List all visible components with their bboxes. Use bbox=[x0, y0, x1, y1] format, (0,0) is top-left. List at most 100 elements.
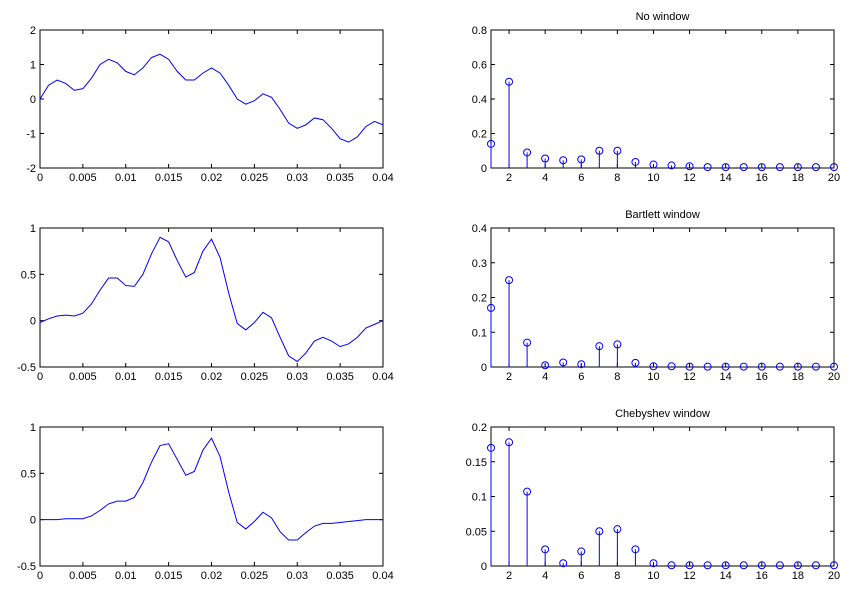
stem-marker bbox=[505, 276, 514, 285]
signal-point bbox=[168, 443, 169, 444]
signal-point bbox=[280, 109, 281, 110]
stem-marker bbox=[739, 163, 748, 172]
x-tick-label: 8 bbox=[614, 371, 620, 383]
signal-point bbox=[65, 83, 66, 84]
stem-marker bbox=[685, 362, 694, 371]
stem-marker bbox=[577, 547, 586, 556]
stem-marker bbox=[649, 362, 658, 371]
stem-marker bbox=[830, 561, 838, 570]
signal-point bbox=[125, 71, 126, 72]
signal-point bbox=[194, 79, 195, 80]
signal-point bbox=[74, 518, 75, 519]
x-tick-label: 16 bbox=[756, 371, 768, 383]
stem-marker bbox=[721, 561, 730, 570]
stem-marker bbox=[595, 527, 604, 536]
x-tick-label: 0.015 bbox=[155, 570, 183, 582]
y-tick-label: 0.15 bbox=[466, 457, 487, 469]
subplot-6: 2 4 6 8 10 12 14 16 18 20 0 0.05 0.1 0.15 0.2 Chebyshev… bbox=[466, 408, 841, 582]
signal-point bbox=[228, 491, 229, 492]
stem-marker bbox=[775, 362, 784, 371]
x-tick-label: 0 bbox=[37, 371, 43, 383]
signal-point bbox=[340, 522, 341, 523]
stem-marker bbox=[487, 303, 495, 312]
x-tick-label: 0.035 bbox=[326, 570, 354, 582]
stem-marker bbox=[793, 362, 802, 371]
stem-marker bbox=[523, 148, 532, 157]
signal-point bbox=[314, 526, 315, 527]
signal-point bbox=[39, 322, 40, 323]
y-tick-label: 0.5 bbox=[21, 269, 36, 281]
y-tick-label: 0 bbox=[481, 561, 487, 573]
signal-point bbox=[159, 54, 160, 55]
x-tick-label: 0 bbox=[37, 172, 43, 184]
signal-point bbox=[82, 518, 83, 519]
y-tick-label: -0.5 bbox=[17, 362, 36, 374]
x-tick-label: 0.035 bbox=[326, 172, 354, 184]
stem-marker bbox=[559, 559, 568, 568]
stem-marker bbox=[721, 362, 730, 371]
signal-point bbox=[322, 523, 323, 524]
signal-point bbox=[219, 456, 220, 457]
signal-point bbox=[168, 241, 169, 242]
signal-point bbox=[340, 346, 341, 347]
axes-box bbox=[490, 227, 835, 368]
signal-point bbox=[237, 98, 238, 99]
stem-marker bbox=[811, 163, 820, 172]
signal-point bbox=[322, 119, 323, 120]
stem-marker bbox=[595, 146, 604, 155]
stem-marker bbox=[595, 342, 604, 351]
x-tick-label: 18 bbox=[792, 570, 804, 582]
signal-point bbox=[297, 361, 298, 362]
signal-point bbox=[185, 475, 186, 476]
signal-point bbox=[211, 67, 212, 68]
signal-point bbox=[151, 253, 152, 254]
x-tick-label: 0.015 bbox=[155, 371, 183, 383]
stem-marker bbox=[757, 561, 766, 570]
signal-point bbox=[194, 272, 195, 273]
stem-marker bbox=[811, 362, 820, 371]
signal-point bbox=[134, 74, 135, 75]
signal-point bbox=[142, 482, 143, 483]
signal-point bbox=[48, 85, 49, 86]
stem-marker bbox=[631, 157, 640, 166]
signal-point bbox=[382, 124, 383, 125]
signal-point bbox=[262, 312, 263, 313]
signal-point bbox=[305, 124, 306, 125]
signal-point bbox=[331, 523, 332, 524]
stem-marker bbox=[667, 561, 676, 570]
x-tick-label: 0.01 bbox=[115, 371, 136, 383]
x-tick-label: 0.03 bbox=[287, 172, 308, 184]
chart-title: Bartlett window bbox=[625, 209, 700, 221]
signal-point bbox=[99, 510, 100, 511]
stem-marker bbox=[775, 561, 784, 570]
signal-point bbox=[117, 62, 118, 63]
stem-marker bbox=[667, 161, 676, 170]
x-tick-label: 16 bbox=[756, 172, 768, 184]
x-tick-label: 4 bbox=[542, 172, 548, 184]
y-tick-label: 0 bbox=[30, 515, 36, 527]
y-tick-label: 0 bbox=[481, 163, 487, 175]
signal-point bbox=[82, 88, 83, 89]
signal-point bbox=[262, 93, 263, 94]
stem-marker bbox=[793, 163, 802, 172]
y-tick-label: 0.2 bbox=[472, 422, 487, 434]
x-tick-label: 0.02 bbox=[201, 172, 222, 184]
signal-point bbox=[297, 128, 298, 129]
stem-marker bbox=[613, 340, 622, 349]
signal-point bbox=[74, 315, 75, 316]
axes-box bbox=[490, 29, 835, 169]
y-tick-label: 0.05 bbox=[466, 526, 487, 538]
x-tick-label: 0.025 bbox=[241, 172, 269, 184]
signal-line bbox=[39, 236, 384, 363]
signal-point bbox=[65, 315, 66, 316]
stem-marker bbox=[703, 561, 712, 570]
signal-point bbox=[134, 286, 135, 287]
y-tick-label: 0.6 bbox=[472, 60, 487, 72]
x-tick-label: 14 bbox=[720, 172, 732, 184]
y-tick-label: 0 bbox=[30, 94, 36, 106]
x-tick-label: 12 bbox=[683, 570, 695, 582]
signal-point bbox=[39, 98, 40, 99]
chart-title: No window bbox=[636, 11, 690, 23]
stem-marker bbox=[505, 77, 514, 86]
x-tick-label: 0.04 bbox=[372, 172, 393, 184]
